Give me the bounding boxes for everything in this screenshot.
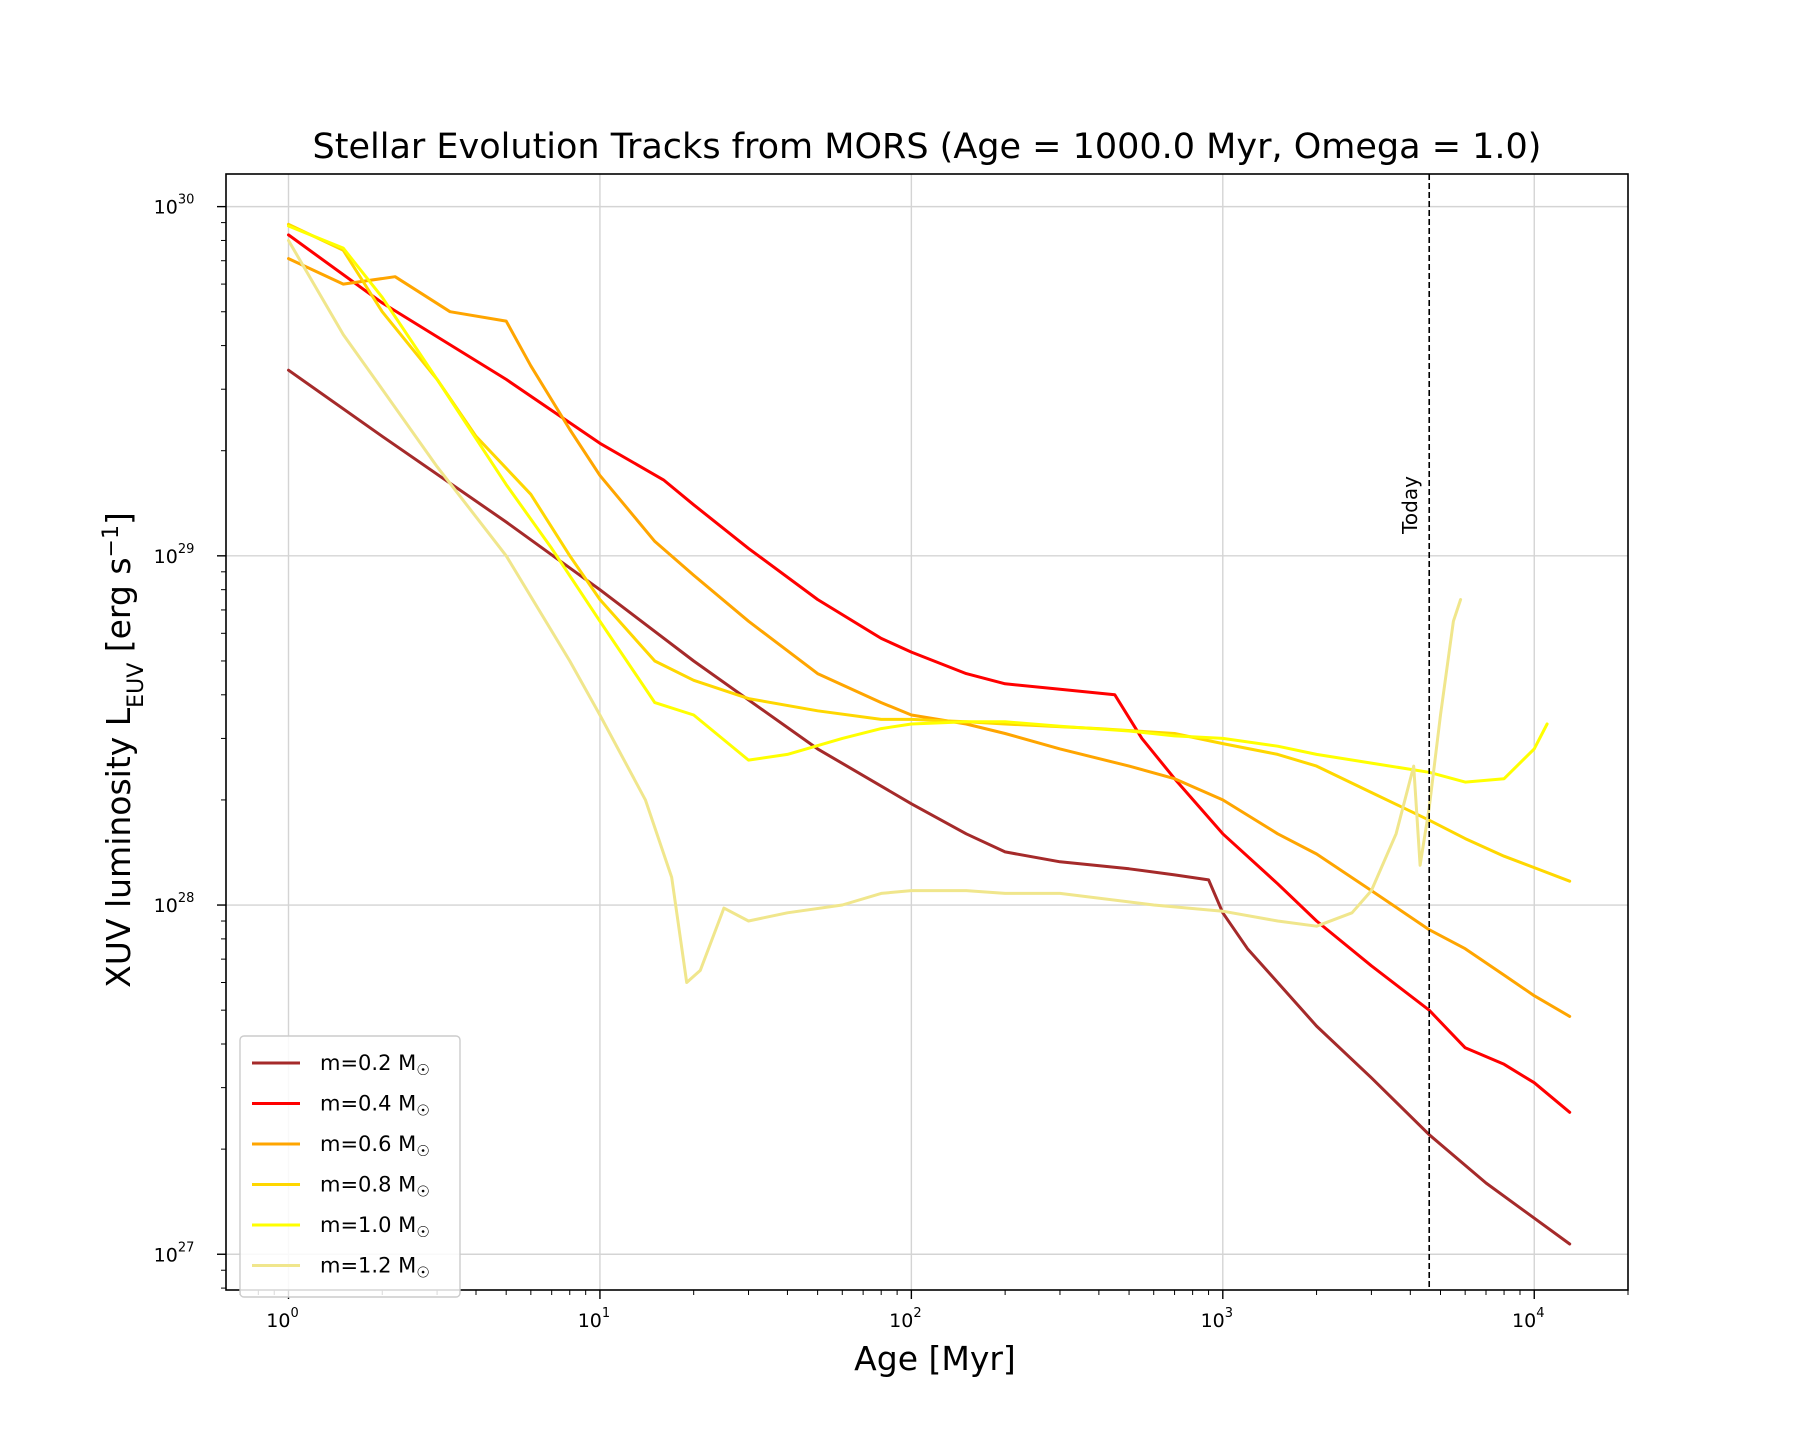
- legend: m=0.2 M☉m=0.4 M☉m=0.6 M☉m=0.8 M☉m=1.0 M☉…: [239, 1035, 461, 1298]
- y-tick-base: 10: [154, 1244, 178, 1266]
- y-tick-base: 10: [154, 546, 178, 568]
- y-axis-title-unit: [erg s: [99, 557, 138, 662]
- chart-title: Stellar Evolution Tracks from MORS (Age …: [313, 127, 1542, 167]
- x-tick-label: 102: [889, 1306, 921, 1332]
- y-tick-exp: 29: [178, 542, 195, 557]
- plot-frame: [225, 173, 1629, 1291]
- y-tick-label: 1030: [154, 193, 195, 219]
- x-tick-base: 10: [578, 1310, 602, 1332]
- y-axis-title-unit-exp: −1: [99, 525, 124, 557]
- y-tick-exp: 27: [178, 1240, 195, 1255]
- legend-entry-name: m=1.0 M: [320, 1213, 416, 1237]
- legend-entry-sub: ☉: [416, 1142, 429, 1160]
- x-tick-label: 104: [1512, 1306, 1544, 1332]
- legend-entry-sub: ☉: [416, 1264, 429, 1282]
- y-axis-title-unit-close: ]: [99, 512, 138, 525]
- today-label: Today: [1398, 476, 1422, 535]
- y-tick-label: 1027: [154, 1240, 195, 1266]
- legend-entry: m=0.4 M☉: [320, 1092, 430, 1120]
- y-tick-base: 10: [154, 197, 178, 219]
- x-tick-base: 10: [1512, 1310, 1536, 1332]
- legend-entry-sub: ☉: [416, 1102, 429, 1120]
- legend-entry-name: m=0.4 M: [320, 1092, 416, 1116]
- y-axis-title-main: XUV luminosity L: [99, 707, 138, 988]
- legend-entry: m=0.6 M☉: [320, 1132, 430, 1160]
- y-tick-base: 10: [154, 895, 178, 917]
- legend-box: [239, 1035, 461, 1298]
- legend-entry: m=0.8 M☉: [320, 1173, 430, 1201]
- legend-entry-name: m=0.6 M: [320, 1132, 416, 1156]
- series-line-3: [287, 222, 1572, 883]
- legend-entry-sub: ☉: [416, 1061, 429, 1079]
- series-line-5: [287, 239, 1463, 984]
- y-axis-title: XUV luminosity LEUV [erg s−1]: [99, 512, 149, 988]
- x-tick-base: 10: [1201, 1310, 1225, 1332]
- legend-entry-name: m=0.8 M: [320, 1173, 416, 1197]
- x-axis-title: Age [Myr]: [854, 1339, 1016, 1378]
- x-tick-label: 101: [578, 1306, 610, 1332]
- y-tick-exp: 28: [178, 891, 195, 906]
- y-tick-label: 1029: [154, 542, 195, 568]
- x-tick-label: 100: [266, 1306, 298, 1332]
- legend-entry: m=1.2 M☉: [320, 1254, 430, 1282]
- x-tick-label: 103: [1201, 1306, 1233, 1332]
- y-tick-exp: 30: [178, 193, 195, 208]
- legend-entry-name: m=0.2 M: [320, 1051, 416, 1075]
- legend-entry: m=0.2 M☉: [320, 1051, 430, 1079]
- series-line-4: [287, 224, 1549, 784]
- legend-entry-sub: ☉: [416, 1183, 429, 1201]
- x-tick-base: 10: [889, 1310, 913, 1332]
- series-line-0: [287, 368, 1572, 1246]
- y-tick-label: 1028: [154, 891, 195, 917]
- legend-entry-name: m=1.2 M: [320, 1254, 416, 1278]
- today-annotation: Today: [1398, 174, 1431, 1290]
- x-tick-exp: 1: [602, 1306, 610, 1321]
- x-tick-base: 10: [266, 1310, 290, 1332]
- legend-entry: m=1.0 M☉: [320, 1213, 430, 1241]
- series-line-1: [287, 233, 1572, 1114]
- y-axis-title-sub: EUV: [124, 663, 149, 708]
- x-tick-exp: 4: [1536, 1306, 1544, 1321]
- x-tick-exp: 0: [290, 1306, 298, 1321]
- series-lines: [287, 222, 1572, 1246]
- legend-entry-sub: ☉: [416, 1223, 429, 1241]
- x-tick-exp: 2: [913, 1306, 921, 1321]
- x-tick-exp: 3: [1225, 1306, 1233, 1321]
